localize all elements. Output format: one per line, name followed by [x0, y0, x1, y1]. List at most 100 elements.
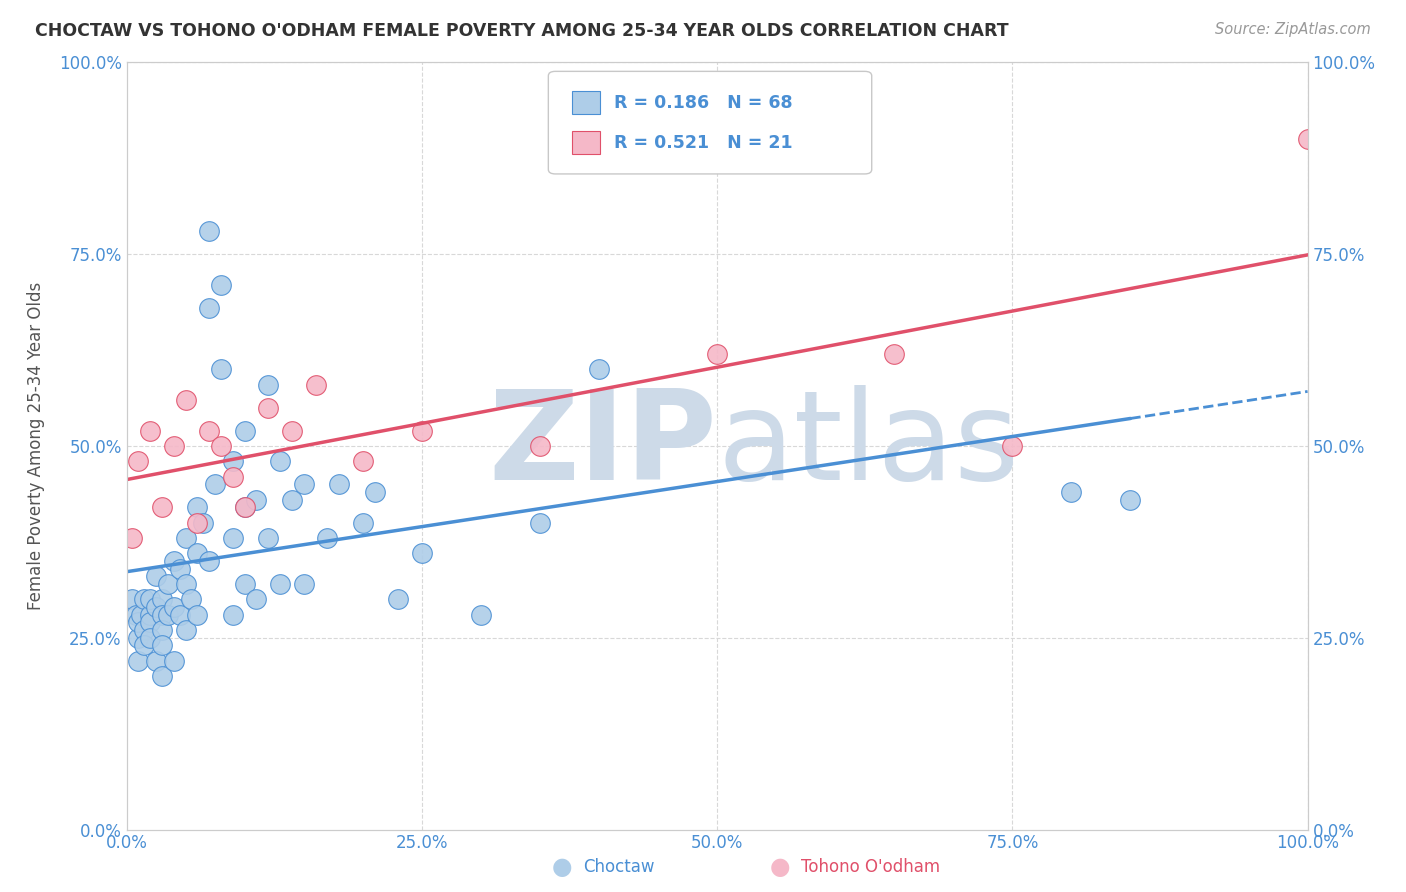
Point [163, 654, 186, 668]
Point [233, 500, 256, 515]
Point [193, 516, 215, 530]
Point [139, 607, 162, 622]
Point [174, 531, 197, 545]
Point [139, 424, 162, 438]
Point [1060, 485, 1083, 500]
Point [150, 500, 173, 515]
Point [1119, 492, 1142, 507]
Point [127, 615, 149, 630]
Point [411, 424, 433, 438]
Point [233, 500, 256, 515]
Point [127, 654, 149, 668]
Point [186, 516, 208, 530]
Point [163, 439, 186, 453]
Point [134, 639, 156, 653]
Point [269, 454, 291, 468]
Point [198, 424, 221, 438]
Point [257, 377, 280, 392]
Point [174, 623, 197, 637]
Point [150, 607, 173, 622]
Point [257, 531, 280, 545]
Point [1001, 439, 1024, 453]
Point [145, 600, 167, 615]
Point [134, 623, 156, 637]
Point [145, 654, 167, 668]
Point [156, 577, 179, 591]
Point [163, 554, 186, 568]
Point [209, 439, 232, 453]
Point [174, 577, 197, 591]
Point [245, 492, 267, 507]
Point [163, 600, 186, 615]
Point [134, 592, 156, 607]
Point [363, 485, 385, 500]
Point [150, 592, 173, 607]
Point [209, 362, 232, 376]
Point [174, 392, 197, 407]
Point [186, 607, 208, 622]
Point [127, 631, 149, 645]
Text: R = 0.186   N = 68: R = 0.186 N = 68 [614, 94, 793, 112]
Point [125, 607, 148, 622]
Point [316, 531, 339, 545]
Point [156, 607, 179, 622]
Point [121, 592, 143, 607]
Point [352, 454, 374, 468]
Point [204, 477, 226, 491]
Text: Tohono O'odham: Tohono O'odham [801, 858, 941, 876]
Point [198, 301, 221, 315]
Point [209, 277, 232, 292]
Point [222, 531, 245, 545]
Point [245, 592, 267, 607]
Text: atlas: atlas [717, 385, 1019, 507]
Point [198, 224, 221, 238]
Point [169, 607, 191, 622]
Y-axis label: Female Poverty Among 25-34 Year Olds: Female Poverty Among 25-34 Year Olds [27, 282, 45, 610]
Point [328, 477, 350, 491]
Point [186, 546, 208, 560]
Point [292, 577, 315, 591]
Point [129, 607, 152, 622]
Point [139, 592, 162, 607]
Point [470, 607, 492, 622]
Point [281, 492, 304, 507]
Point [180, 592, 202, 607]
Point [121, 531, 143, 545]
Point [127, 454, 149, 468]
Point [169, 562, 191, 576]
Point [269, 577, 291, 591]
Point [150, 669, 173, 683]
Point [352, 516, 374, 530]
Text: Choctaw: Choctaw [583, 858, 655, 876]
Text: ●: ● [770, 855, 790, 879]
Point [198, 554, 221, 568]
Point [529, 516, 551, 530]
Point [1296, 132, 1319, 146]
Point [222, 607, 245, 622]
Text: ZIP: ZIP [488, 385, 717, 507]
Point [222, 469, 245, 483]
Point [139, 615, 162, 630]
Point [139, 631, 162, 645]
Point [186, 500, 208, 515]
Point [233, 577, 256, 591]
Point [411, 546, 433, 560]
Point [387, 592, 409, 607]
Point [222, 454, 245, 468]
Point [292, 477, 315, 491]
Point [145, 569, 167, 583]
Text: ●: ● [553, 855, 572, 879]
Point [150, 623, 173, 637]
Text: CHOCTAW VS TOHONO O'ODHAM FEMALE POVERTY AMONG 25-34 YEAR OLDS CORRELATION CHART: CHOCTAW VS TOHONO O'ODHAM FEMALE POVERTY… [35, 22, 1008, 40]
Point [150, 639, 173, 653]
Point [257, 401, 280, 415]
Point [588, 362, 610, 376]
Point [233, 424, 256, 438]
Point [281, 424, 304, 438]
Text: Source: ZipAtlas.com: Source: ZipAtlas.com [1215, 22, 1371, 37]
Point [883, 347, 905, 361]
Text: R = 0.521   N = 21: R = 0.521 N = 21 [614, 134, 793, 152]
Point [706, 347, 728, 361]
Point [304, 377, 326, 392]
Point [529, 439, 551, 453]
